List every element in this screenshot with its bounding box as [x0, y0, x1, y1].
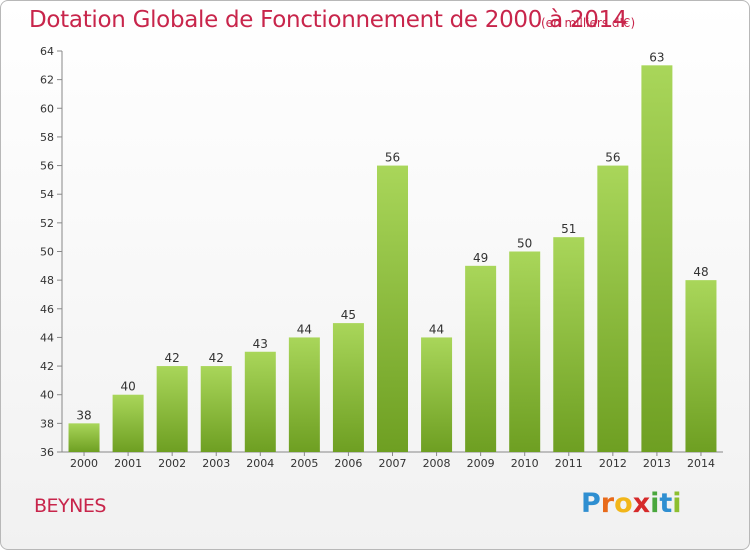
- logo-letter: r: [600, 488, 615, 519]
- data-label: 42: [209, 351, 224, 365]
- logo-letter: P: [581, 488, 601, 519]
- data-label: 43: [253, 337, 268, 351]
- x-tick-label: 2002: [158, 457, 186, 470]
- data-label: 49: [473, 251, 488, 265]
- y-tick-label: 42: [40, 360, 54, 373]
- logo-letter: t: [659, 488, 673, 519]
- x-tick-label: 2000: [70, 457, 98, 470]
- y-tick-label: 56: [40, 160, 54, 173]
- x-tick-label: 2008: [423, 457, 451, 470]
- bar: [597, 165, 629, 453]
- y-tick-label: 36: [40, 446, 54, 459]
- bar: [509, 251, 541, 452]
- y-tick-label: 62: [40, 74, 54, 87]
- bar: [553, 237, 585, 452]
- chart-title: Dotation Globale de Fonctionnement de 20…: [29, 7, 628, 33]
- data-label: 45: [341, 308, 356, 322]
- bar: [68, 423, 100, 452]
- logo-letter: i: [672, 488, 682, 519]
- y-tick-label: 38: [40, 417, 54, 430]
- bar: [421, 337, 453, 452]
- chart-unit: (en milliers d'€): [541, 16, 636, 30]
- y-tick-label: 40: [40, 389, 54, 402]
- bar: [332, 323, 364, 452]
- bar: [641, 65, 673, 453]
- data-label: 56: [605, 151, 620, 165]
- y-tick-label: 58: [40, 131, 54, 144]
- bar: [685, 280, 717, 452]
- data-label: 51: [561, 222, 576, 236]
- data-label: 56: [385, 151, 400, 165]
- proxiti-logo: Proxiti: [581, 488, 682, 519]
- x-tick-label: 2011: [555, 457, 583, 470]
- x-tick-label: 2003: [202, 457, 230, 470]
- data-label: 38: [76, 408, 91, 422]
- x-tick-label: 2010: [511, 457, 539, 470]
- bar: [288, 337, 320, 452]
- data-label: 42: [165, 351, 180, 365]
- x-tick-label: 2004: [246, 457, 274, 470]
- x-tick-label: 2014: [687, 457, 715, 470]
- logo-letter: i: [650, 488, 660, 519]
- logo-letter: o: [614, 488, 633, 519]
- y-tick-label: 52: [40, 217, 54, 230]
- bar: [112, 394, 144, 452]
- data-label: 63: [649, 50, 664, 64]
- x-tick-label: 2007: [379, 457, 407, 470]
- y-tick-label: 50: [40, 246, 54, 259]
- x-tick-label: 2013: [643, 457, 671, 470]
- bar: [465, 265, 497, 452]
- y-tick-label: 44: [40, 331, 54, 344]
- bar: [244, 351, 276, 452]
- data-label: 44: [429, 322, 444, 336]
- y-tick-label: 48: [40, 274, 54, 287]
- x-tick-label: 2012: [599, 457, 627, 470]
- y-tick-label: 60: [40, 102, 54, 115]
- commune-name: BEYNES: [34, 495, 106, 517]
- x-tick-label: 2005: [290, 457, 318, 470]
- y-tick-label: 64: [40, 45, 54, 58]
- data-label: 48: [693, 265, 708, 279]
- x-tick-label: 2006: [334, 457, 362, 470]
- data-label: 50: [517, 237, 532, 251]
- y-tick-label: 54: [40, 188, 54, 201]
- bar: [156, 366, 188, 452]
- x-tick-label: 2001: [114, 457, 142, 470]
- data-label: 44: [297, 322, 312, 336]
- y-tick-label: 46: [40, 303, 54, 316]
- bar: [377, 165, 408, 453]
- x-tick-label: 2009: [467, 457, 495, 470]
- data-label: 40: [120, 380, 135, 394]
- logo-letter: x: [632, 488, 651, 519]
- bar: [200, 366, 232, 452]
